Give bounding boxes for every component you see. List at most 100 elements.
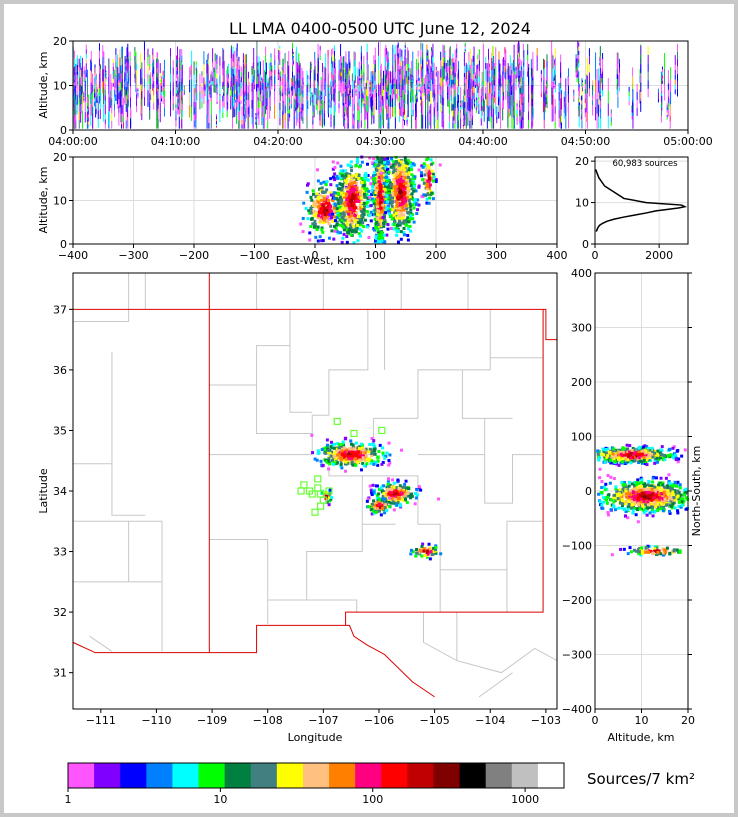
density-cell	[342, 228, 346, 232]
density-cell	[339, 164, 343, 168]
density-cell	[329, 204, 333, 208]
density-cell	[337, 213, 341, 217]
density-cell	[350, 198, 354, 202]
density-cell	[322, 218, 326, 222]
density-cell	[348, 228, 352, 232]
density-cell	[359, 196, 363, 200]
density-cell	[329, 209, 333, 213]
density-cell	[347, 218, 351, 222]
density-cell	[325, 212, 329, 216]
density-cell	[365, 225, 369, 229]
density-cell	[366, 173, 370, 177]
density-cell	[316, 239, 320, 243]
density-cell	[305, 190, 309, 194]
density-cell	[341, 225, 345, 229]
density-cell	[354, 175, 358, 179]
density-cell	[348, 182, 352, 186]
density-cell	[320, 226, 324, 230]
density-cell	[320, 239, 324, 243]
density-cell	[356, 239, 360, 243]
density-cell	[344, 179, 348, 183]
density-cell	[362, 184, 366, 188]
density-cell	[322, 206, 326, 210]
density-cell	[355, 199, 359, 203]
density-cell	[353, 180, 357, 184]
density-cell	[322, 216, 326, 220]
density-cell	[329, 183, 333, 187]
density-cell	[323, 194, 327, 198]
density-cell	[315, 228, 319, 232]
density-cell	[357, 214, 361, 218]
density-cell	[319, 207, 323, 211]
density-cell	[356, 160, 360, 164]
density-cell	[346, 201, 350, 205]
density-cell	[365, 193, 369, 197]
density-cell	[364, 171, 368, 175]
density-cell	[356, 223, 360, 227]
density-cell	[331, 212, 335, 216]
density-cell	[343, 218, 347, 222]
density-cell	[331, 193, 335, 197]
density-cell	[359, 223, 363, 227]
density-cell	[372, 157, 376, 161]
density-cell	[342, 232, 346, 236]
figure-canvas: LL LMA 0400-0500 UTC June 12, 2024 04:00…	[37, 19, 713, 806]
density-cell	[345, 187, 349, 191]
y-tick-label: 10	[53, 80, 67, 93]
density-cell	[345, 240, 349, 244]
density-cell	[335, 222, 339, 226]
density-cell	[339, 198, 343, 202]
density-cell	[342, 213, 346, 217]
density-cell	[356, 192, 360, 196]
density-cell	[358, 193, 362, 197]
density-cell	[352, 224, 356, 228]
density-cell	[370, 192, 374, 196]
density-cell	[335, 230, 339, 234]
density-cell	[349, 189, 353, 193]
density-cell	[360, 160, 364, 164]
density-cell	[317, 210, 321, 214]
density-cell	[347, 204, 351, 208]
density-cell	[346, 190, 350, 194]
density-cell	[346, 163, 350, 167]
density-cell	[354, 217, 358, 221]
y-tick-label: 20	[53, 35, 67, 48]
density-cell	[354, 206, 358, 210]
density-cell	[345, 207, 349, 211]
density-cell	[318, 217, 322, 221]
density-cell	[327, 222, 331, 226]
density-cell	[360, 229, 364, 233]
density-cell	[312, 213, 316, 217]
density-cell	[316, 196, 320, 200]
density-cell	[317, 198, 321, 202]
density-cell	[367, 194, 371, 198]
density-cell	[320, 215, 324, 219]
density-cell	[354, 184, 358, 188]
density-cell	[335, 207, 339, 211]
density-cell	[366, 178, 370, 182]
density-cell	[351, 196, 355, 200]
altitude-time-ylabel: Altitude, km	[37, 51, 50, 118]
density-cell	[362, 186, 366, 190]
density-cell	[331, 175, 335, 179]
density-cell	[360, 177, 364, 181]
density-cell	[327, 236, 331, 240]
density-cell	[321, 194, 325, 198]
density-cell	[341, 184, 345, 188]
density-cell	[325, 219, 329, 223]
density-cell	[354, 226, 358, 230]
density-cell	[315, 168, 319, 172]
density-cell	[343, 169, 347, 173]
density-cell	[336, 191, 340, 195]
density-cell	[338, 231, 342, 235]
density-cell	[333, 219, 337, 223]
density-cell	[319, 198, 323, 202]
density-cell	[316, 225, 320, 229]
density-cell	[353, 187, 357, 191]
density-cell	[367, 214, 371, 218]
density-cell	[359, 209, 363, 213]
x-tick-label: 04:30:00	[356, 135, 405, 148]
density-cell	[313, 219, 317, 223]
density-cell	[374, 238, 378, 242]
